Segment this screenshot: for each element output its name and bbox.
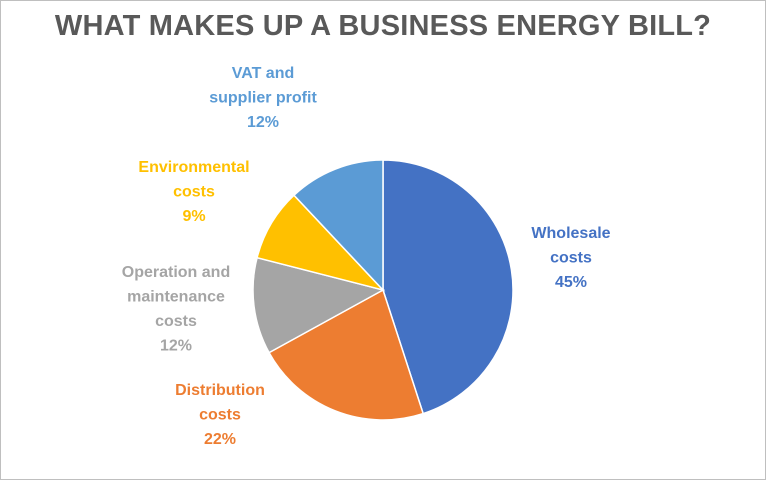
data-label-line: Wholesale: [531, 225, 610, 242]
data-label-value: 9%: [182, 208, 205, 225]
data-label-vat-supplier-profit: VAT and supplier profit 12%: [209, 65, 317, 131]
pie-slices: [252, 159, 514, 421]
data-label-line: VAT and: [232, 65, 295, 82]
data-label-line: Distribution: [175, 382, 265, 399]
data-label-wholesale: Wholesale costs 45%: [531, 225, 610, 291]
pie-slice-distribution: [268, 288, 425, 421]
data-labels: Wholesale costs 45% Distribution costs 22% Ope…: [122, 65, 611, 448]
data-label-value: 45%: [555, 274, 587, 291]
data-label-environmental: Environmental costs 9%: [138, 159, 249, 225]
data-label-value: 22%: [204, 431, 236, 448]
data-label-operation-maintenance: Operation and maintenance costs 12%: [122, 264, 230, 355]
data-label-line: costs: [550, 250, 592, 267]
data-label-line: costs: [199, 407, 241, 424]
data-label-line: Environmental: [138, 159, 249, 176]
data-label-line: costs: [173, 184, 215, 201]
data-label-value: 12%: [160, 338, 192, 355]
data-label-distribution: Distribution costs 22%: [175, 382, 265, 448]
chart-title: WHAT MAKES UP A BUSINESS ENERGY BILL?: [54, 10, 712, 42]
pie-slice-vat-supplier-profit: [292, 159, 384, 292]
pie-slice-wholesale: [382, 159, 514, 415]
data-label-line: maintenance: [127, 289, 225, 306]
data-label-line: Operation and: [122, 264, 230, 281]
pie-slice-operation-maintenance: [252, 256, 386, 354]
data-label-line: supplier profit: [209, 90, 317, 107]
data-label-value: 12%: [247, 114, 279, 131]
data-label-line: costs: [155, 313, 197, 330]
